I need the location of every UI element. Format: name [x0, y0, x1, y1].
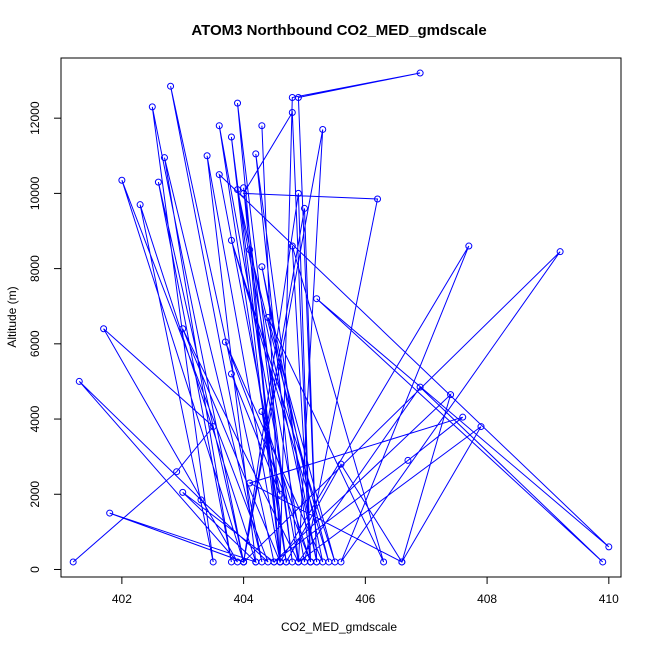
- data-point: [416, 69, 424, 77]
- data-point: [294, 93, 302, 101]
- y-tick-label: 12000: [28, 101, 42, 135]
- y-tick-label: 4000: [28, 405, 42, 432]
- data-point: [258, 408, 266, 416]
- data-point: [69, 558, 77, 566]
- data-point: [276, 490, 284, 498]
- data-point: [294, 189, 302, 197]
- x-tick-label: 408: [477, 592, 497, 606]
- data-point: [337, 558, 345, 566]
- y-tick-label: 0: [28, 566, 42, 573]
- data-point: [160, 154, 168, 162]
- y-tick-label: 6000: [28, 330, 42, 357]
- data-point: [556, 248, 564, 256]
- x-axis-label: CO2_MED_gmdscale: [281, 620, 397, 634]
- data-point: [227, 133, 235, 141]
- data-point: [167, 82, 175, 90]
- data-point: [75, 377, 83, 385]
- data-point: [337, 460, 345, 468]
- y-axis: 0 2000 4000 6000 8000 10000 12000: [28, 101, 62, 573]
- data-point: [477, 423, 485, 431]
- data-point: [209, 558, 217, 566]
- data-point: [447, 391, 455, 399]
- data-point: [173, 468, 181, 476]
- data-point: [227, 558, 235, 566]
- data-point: [118, 176, 126, 184]
- series-line: [72, 72, 610, 564]
- data-point: [209, 423, 217, 431]
- x-tick-label: 406: [355, 592, 375, 606]
- data-point: [288, 242, 296, 250]
- data-point: [258, 263, 266, 271]
- data-point: [270, 558, 278, 566]
- x-tick-label: 410: [599, 592, 619, 606]
- data-point: [319, 125, 327, 133]
- data-point: [106, 509, 114, 517]
- data-point: [148, 103, 156, 111]
- data-point: [325, 558, 333, 566]
- data-point: [215, 171, 223, 179]
- data-point: [246, 246, 254, 254]
- y-tick-label: 10000: [28, 176, 42, 210]
- series-layer: [69, 69, 613, 566]
- data-point: [154, 178, 162, 186]
- x-tick-label: 404: [234, 592, 254, 606]
- x-axis: 402 404 406 408 410: [112, 576, 619, 606]
- data-point: [252, 558, 260, 566]
- data-point: [282, 558, 290, 566]
- data-point: [179, 488, 187, 496]
- data-point: [136, 201, 144, 209]
- data-point: [465, 242, 473, 250]
- data-point: [203, 152, 211, 160]
- chart-title: ATOM3 Northbound CO2_MED_gmdscale: [191, 22, 486, 39]
- y-axis-label: Altitude (m): [5, 286, 19, 347]
- data-point: [264, 314, 272, 321]
- data-point: [398, 558, 406, 566]
- y-tick-label: 8000: [28, 255, 42, 282]
- data-point: [416, 383, 424, 391]
- y-tick-label: 2000: [28, 481, 42, 508]
- data-point: [215, 122, 223, 130]
- data-point: [252, 150, 260, 158]
- data-point: [240, 558, 248, 566]
- data-point: [404, 456, 412, 464]
- data-point: [313, 295, 321, 303]
- data-point: [227, 236, 235, 244]
- data-point: [246, 479, 254, 487]
- data-point: [300, 204, 308, 212]
- data-point: [459, 413, 467, 421]
- data-point: [374, 195, 382, 203]
- data-point: [240, 189, 248, 197]
- data-point: [221, 338, 229, 346]
- data-point: [197, 496, 205, 504]
- data-point: [227, 370, 235, 378]
- data-point: [100, 325, 108, 333]
- data-point: [234, 99, 242, 107]
- data-point: [307, 558, 315, 566]
- data-point: [599, 558, 607, 566]
- x-tick-label: 402: [112, 592, 132, 606]
- data-point: [288, 109, 296, 117]
- data-point: [294, 558, 302, 566]
- data-point: [234, 186, 242, 194]
- data-point: [380, 558, 388, 566]
- data-point: [179, 325, 187, 333]
- data-point: [258, 122, 266, 130]
- data-point: [605, 543, 613, 551]
